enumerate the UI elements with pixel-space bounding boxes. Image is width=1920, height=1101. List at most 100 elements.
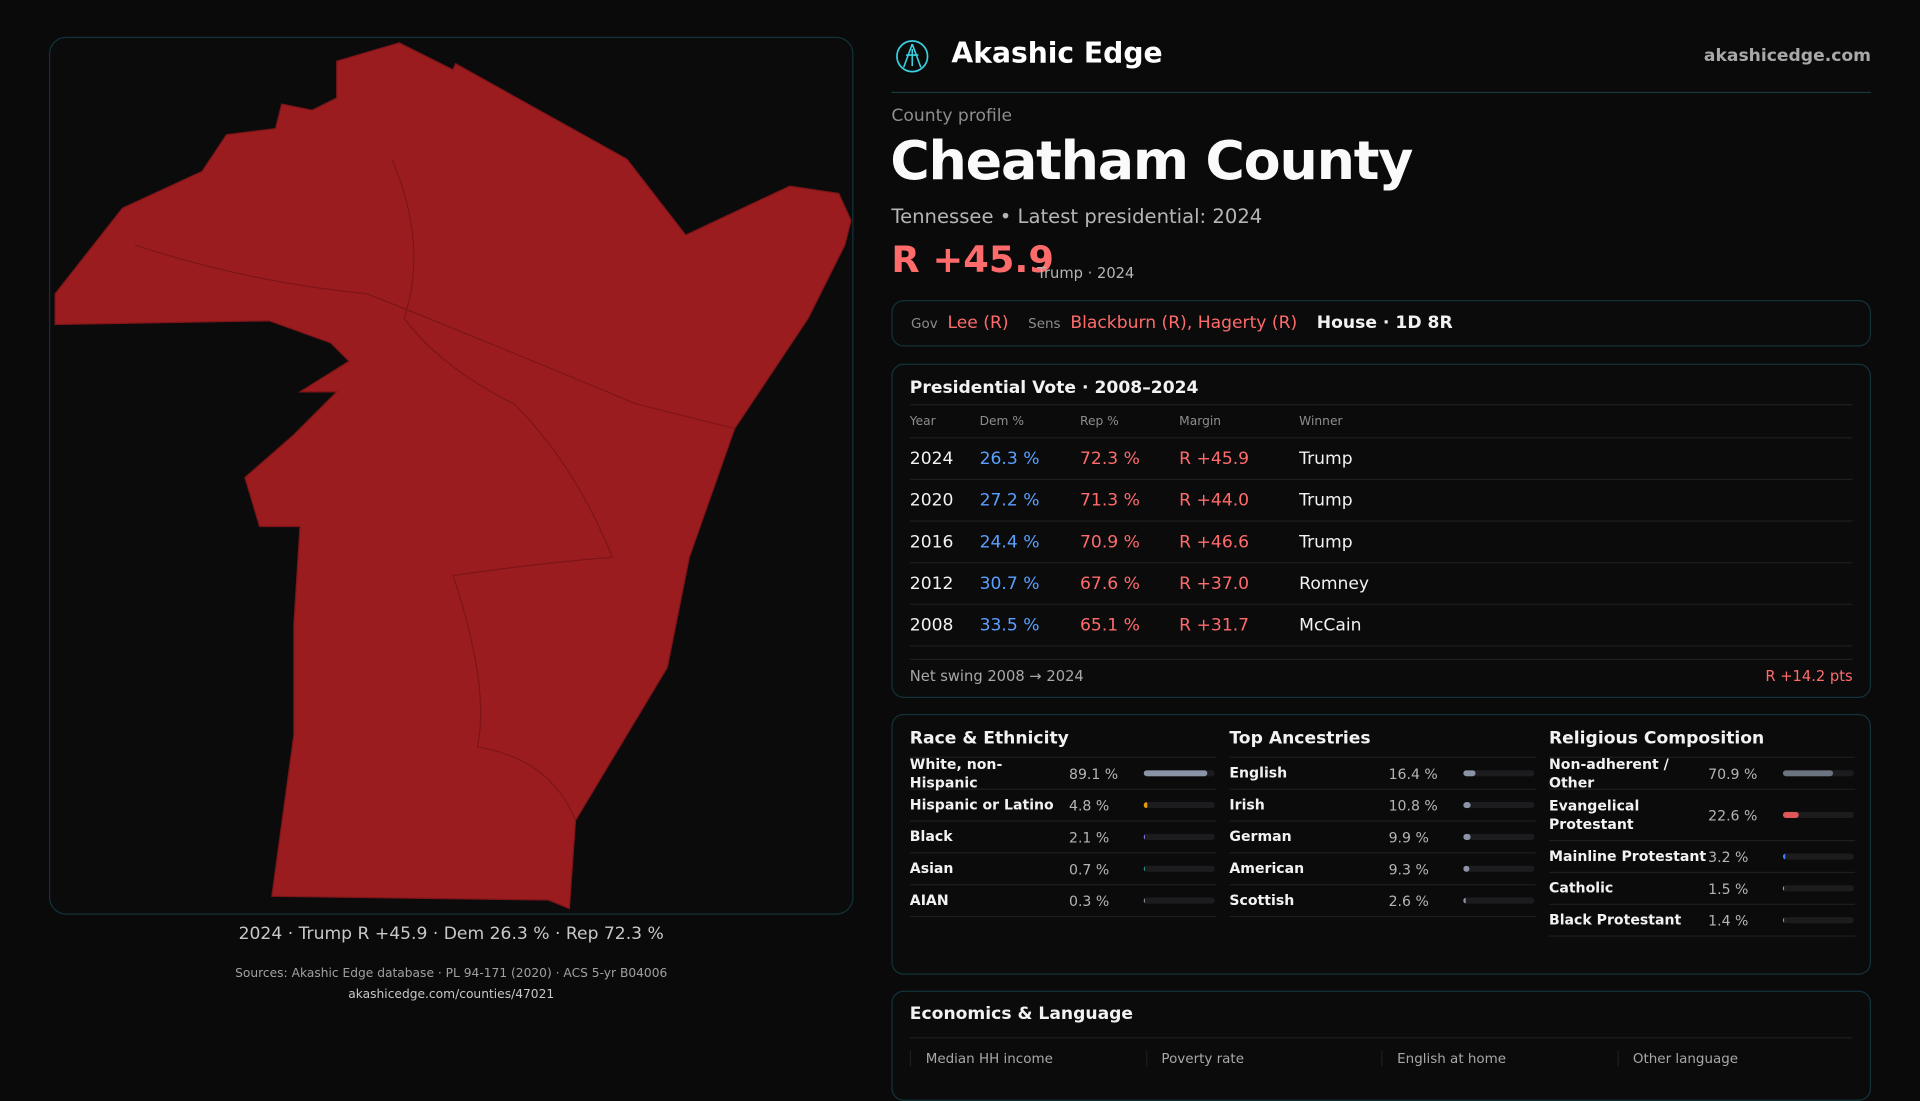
race-column: Race & Ethnicity White, non-Hispanic 89.1… bbox=[909, 715, 1216, 918]
item-name: English bbox=[1229, 764, 1288, 782]
item-bar bbox=[1143, 897, 1215, 904]
net-swing-label: Net swing 2008 → 2024 bbox=[909, 667, 1084, 685]
cell-rep: 65.1 % bbox=[1080, 615, 1140, 635]
item-bar bbox=[1463, 802, 1535, 809]
item-bar bbox=[1143, 770, 1215, 777]
race-title: Race & Ethnicity bbox=[909, 729, 1216, 758]
district-lines bbox=[134, 158, 735, 821]
list-item: Irish 10.8 % bbox=[1229, 790, 1536, 822]
county-shape[interactable] bbox=[54, 42, 852, 910]
list-item: Scottish 2.6 % bbox=[1229, 885, 1536, 918]
item-name: Black Protestant bbox=[1548, 911, 1682, 929]
item-bar bbox=[1463, 865, 1535, 872]
stat-english: English at home bbox=[1381, 1050, 1617, 1067]
list-item: German 9.9 % bbox=[1229, 822, 1536, 854]
cell-dem: 24.4 % bbox=[979, 532, 1040, 552]
col-year: Year bbox=[909, 414, 936, 428]
presidential-title: Presidential Vote · 2008–2024 bbox=[909, 378, 1853, 406]
stat-label: English at home bbox=[1397, 1050, 1507, 1067]
cell-year: 2008 bbox=[909, 615, 954, 635]
cell-year: 2016 bbox=[909, 532, 954, 552]
sources-link[interactable]: akashicedge.com/counties/47021 bbox=[348, 988, 555, 1002]
ancestry-column: Top Ancestries English 16.4 % Irish 10.8 … bbox=[1229, 715, 1536, 918]
list-item: AIAN 0.3 % bbox=[909, 885, 1216, 918]
col-dem: Dem % bbox=[979, 414, 1025, 428]
item-bar bbox=[1143, 833, 1215, 841]
cell-rep: 72.3 % bbox=[1080, 448, 1140, 469]
cell-margin: R +46.6 bbox=[1179, 532, 1250, 552]
religion-title: Religious Composition bbox=[1548, 729, 1856, 758]
item-bar-fill bbox=[1143, 897, 1146, 904]
stat-income: Median HH income bbox=[909, 1050, 1146, 1067]
item-bar-fill bbox=[1463, 802, 1471, 809]
item-bar-fill bbox=[1782, 811, 1799, 818]
list-item: White, non-Hispanic 89.1 % bbox=[909, 754, 1216, 791]
brand-name: Akashic Edge bbox=[951, 37, 1163, 70]
item-bar bbox=[1463, 833, 1535, 841]
cell-winner: McCain bbox=[1299, 615, 1362, 635]
table-row: 2012 30.7 % 67.6 % R +37.0 Romney bbox=[909, 563, 1853, 605]
akashic-logo-icon bbox=[896, 40, 929, 73]
item-bar bbox=[1782, 811, 1854, 818]
item-bar bbox=[1782, 917, 1854, 924]
item-value: 9.3 % bbox=[1388, 860, 1429, 878]
list-item: Black 2.1 % bbox=[909, 822, 1216, 854]
cell-margin: R +31.7 bbox=[1179, 615, 1250, 635]
item-name: German bbox=[1229, 827, 1292, 845]
cell-winner: Trump bbox=[1299, 490, 1353, 511]
item-name: Scottish bbox=[1229, 891, 1295, 909]
item-bar-fill bbox=[1463, 770, 1475, 777]
item-bar bbox=[1463, 897, 1535, 904]
cell-year: 2012 bbox=[909, 573, 954, 594]
cell-rep: 67.6 % bbox=[1080, 573, 1140, 594]
item-bar-fill bbox=[1463, 865, 1470, 872]
cell-margin: R +45.9 bbox=[1179, 448, 1250, 469]
item-value: 4.8 % bbox=[1068, 796, 1110, 814]
page-title: Cheatham County bbox=[890, 129, 1413, 193]
sources-text: Sources: Akashic Edge database · PL 94-1… bbox=[235, 967, 668, 981]
list-item: Hispanic or Latino 4.8 % bbox=[909, 790, 1216, 822]
item-value: 89.1 % bbox=[1068, 764, 1119, 782]
senators: Blackburn (R), Hagerty (R) bbox=[1070, 313, 1298, 334]
item-bar-fill bbox=[1782, 885, 1785, 892]
item-value: 9.9 % bbox=[1388, 828, 1429, 846]
item-bar-fill bbox=[1143, 865, 1146, 872]
item-value: 22.6 % bbox=[1708, 806, 1758, 824]
site-link[interactable]: akashicedge.com bbox=[1703, 46, 1872, 67]
gov-label: Gov bbox=[911, 315, 938, 332]
item-bar-fill bbox=[1782, 917, 1785, 924]
list-item: American 9.3 % bbox=[1229, 853, 1536, 886]
item-bar-fill bbox=[1782, 770, 1834, 777]
ancestry-title: Top Ancestries bbox=[1229, 729, 1536, 758]
page-kicker: County profile bbox=[891, 106, 1013, 127]
table-header: Year Dem % Rep % Margin Winner bbox=[909, 405, 1853, 439]
item-value: 2.1 % bbox=[1068, 828, 1110, 846]
col-margin: Margin bbox=[1179, 414, 1222, 428]
item-name: Non-adherent / Other bbox=[1548, 754, 1669, 791]
cell-winner: Trump bbox=[1299, 532, 1353, 552]
cell-year: 2024 bbox=[909, 448, 954, 469]
page-subtitle: Tennessee • Latest presidential: 2024 bbox=[891, 204, 1263, 228]
item-name: AIAN bbox=[909, 891, 949, 909]
cell-margin: R +44.0 bbox=[1179, 490, 1250, 511]
cell-dem: 33.5 % bbox=[979, 615, 1040, 635]
item-value: 1.4 % bbox=[1708, 911, 1749, 929]
sens-label: Sens bbox=[1028, 315, 1061, 332]
cell-dem: 26.3 % bbox=[979, 448, 1040, 469]
item-bar-fill bbox=[1143, 802, 1148, 809]
headline-margin-sub: Trump · 2024 bbox=[1037, 264, 1135, 282]
house-delegation: House · 1D 8R bbox=[1316, 313, 1453, 334]
cell-rep: 71.3 % bbox=[1080, 490, 1140, 511]
item-name: Catholic bbox=[1548, 879, 1614, 897]
item-value: 1.5 % bbox=[1708, 879, 1749, 897]
item-name: White, non-Hispanic bbox=[909, 754, 1003, 791]
item-value: 70.9 % bbox=[1708, 764, 1758, 782]
item-value: 0.3 % bbox=[1068, 892, 1110, 910]
net-swing-value: R +14.2 pts bbox=[1765, 667, 1853, 685]
cell-dem: 27.2 % bbox=[979, 490, 1040, 511]
item-name: American bbox=[1229, 859, 1305, 877]
item-bar bbox=[1463, 770, 1535, 777]
table-row: 2020 27.2 % 71.3 % R +44.0 Trump bbox=[909, 480, 1853, 522]
item-bar-fill bbox=[1143, 833, 1146, 841]
